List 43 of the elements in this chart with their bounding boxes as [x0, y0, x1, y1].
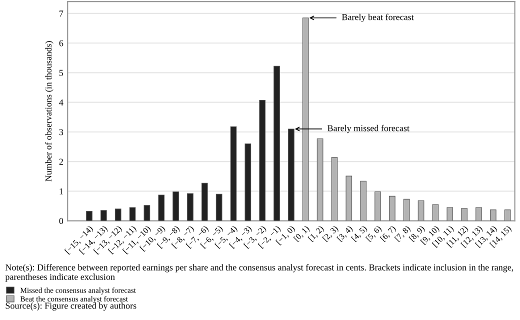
bar	[346, 176, 352, 221]
bar	[374, 191, 381, 221]
bar	[144, 205, 150, 221]
bar	[461, 208, 468, 221]
y-tick-label: 6	[59, 40, 64, 46]
bar	[331, 157, 338, 221]
bar	[158, 194, 165, 221]
bar	[114, 208, 122, 221]
y-tick-label: 7	[60, 10, 64, 17]
bar	[389, 196, 396, 221]
bar	[216, 194, 222, 221]
y-tick-label: 4	[59, 100, 64, 106]
y-tick-label: 2	[59, 158, 63, 165]
y-tick-label: 1	[60, 188, 63, 194]
bar	[100, 210, 107, 221]
source-note: Source(s): Figure created by authors	[6, 302, 136, 311]
bar	[476, 207, 482, 221]
bar	[259, 100, 266, 221]
bar	[129, 207, 136, 221]
bar	[403, 198, 410, 221]
bar	[418, 200, 424, 221]
bar	[187, 193, 194, 221]
bar	[316, 138, 324, 221]
bar	[86, 211, 92, 221]
bar	[230, 126, 237, 221]
bar	[504, 210, 511, 221]
bar	[490, 210, 496, 221]
bar	[172, 191, 179, 221]
y-tick-label: 0	[59, 218, 64, 224]
bar	[274, 66, 280, 221]
y-axis-title: Number of observations (in thousands)	[45, 41, 54, 182]
annotation: Barely missed forecast	[328, 124, 410, 134]
bar	[432, 204, 439, 221]
bar	[201, 182, 208, 221]
bar	[244, 144, 252, 221]
bar	[360, 180, 366, 221]
y-tick-label: 5	[59, 70, 64, 76]
text: Note(s): Difference between reported earnings per share and the consensus analyst forecast in cents. Brackets indicate inclusion in the range, parentheses indicate exclusion	[5, 264, 514, 282]
bar	[288, 128, 294, 221]
bar	[302, 18, 309, 221]
bar	[446, 207, 454, 221]
annotation: Barely beat forecast	[342, 14, 414, 22]
y-tick-label: 3	[59, 129, 64, 136]
